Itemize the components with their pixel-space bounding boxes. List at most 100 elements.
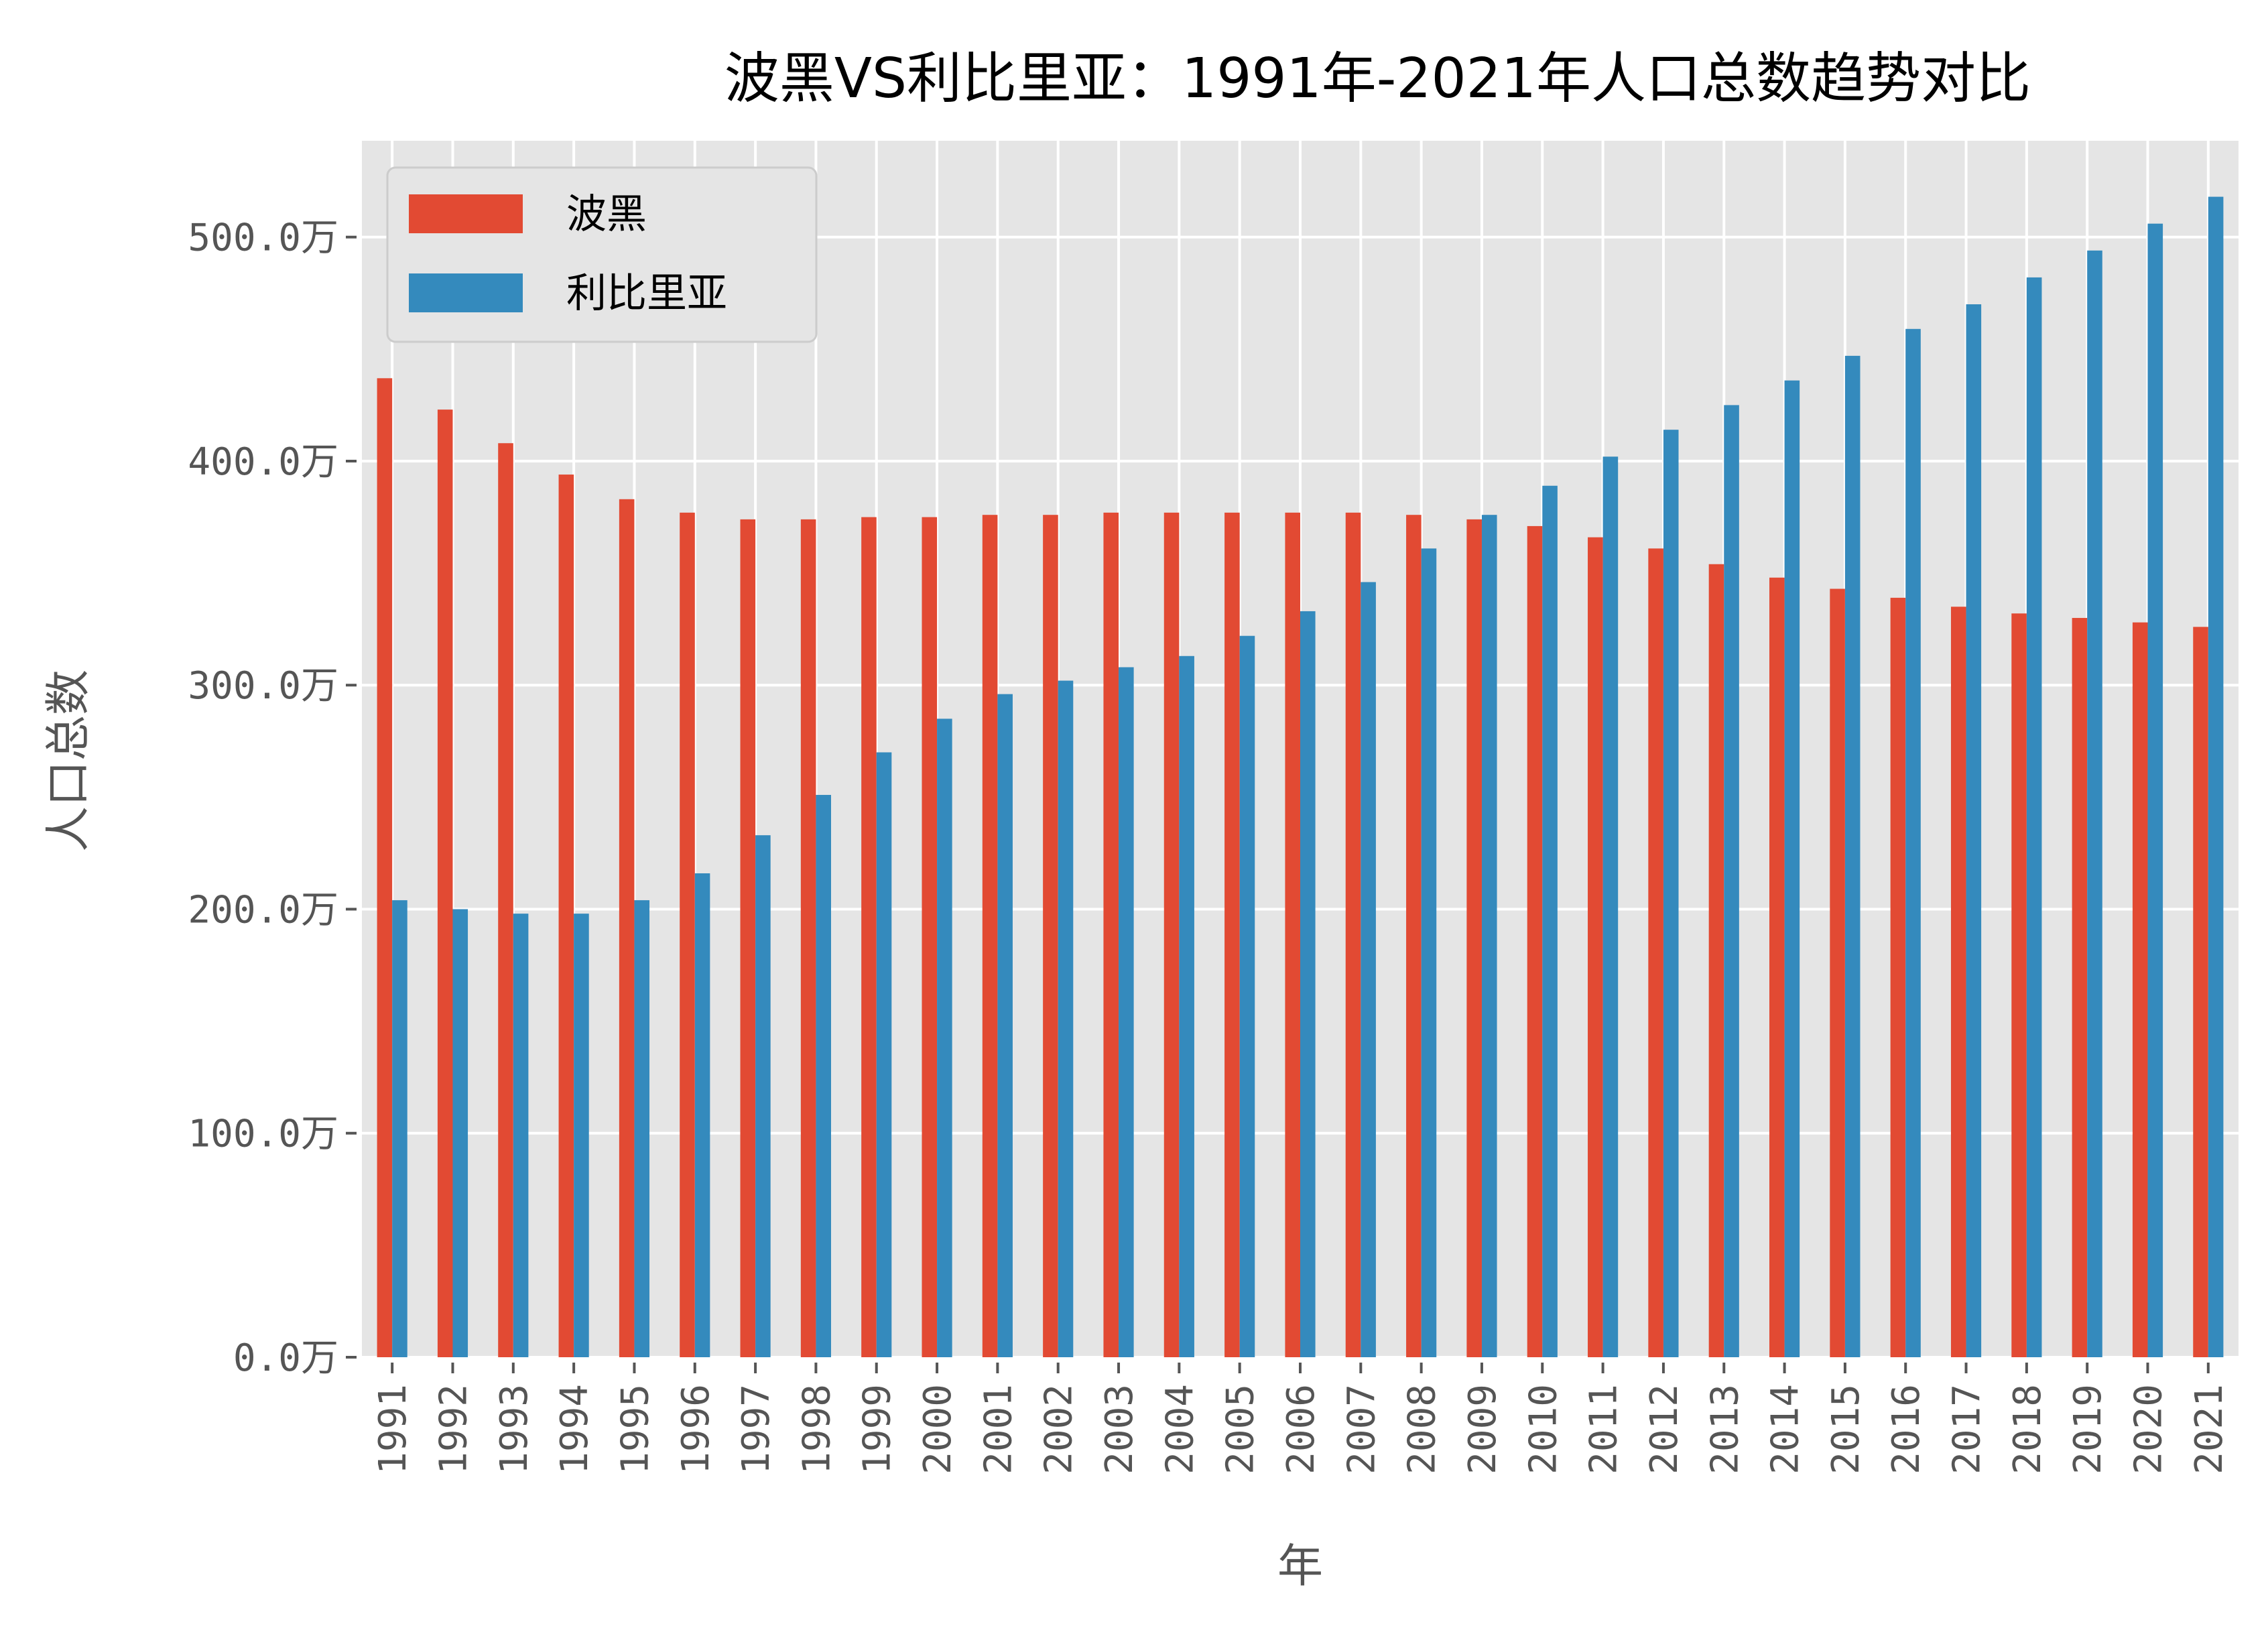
x-tick-label: 1996: [674, 1384, 718, 1475]
legend-label: 利比里亚: [566, 270, 727, 317]
bar-利比里亚-2013: [1724, 405, 1739, 1357]
legend-swatch: [409, 194, 523, 233]
x-tick-label: 2014: [1764, 1384, 1808, 1475]
x-tick-label: 2021: [2188, 1384, 2231, 1475]
bar-利比里亚-1991: [392, 900, 407, 1357]
x-axis-label: 年: [1277, 1540, 1323, 1593]
bar-利比里亚-2018: [2026, 277, 2042, 1357]
y-tick-label: 0.0万: [233, 1336, 338, 1380]
bar-利比里亚-2003: [1119, 667, 1134, 1357]
bar-利比里亚-2008: [1421, 548, 1437, 1357]
bar-利比里亚-2014: [1784, 380, 1800, 1358]
bar-利比里亚-2020: [2147, 223, 2163, 1357]
bar-波黑-2017: [1950, 607, 1966, 1358]
bar-利比里亚-1997: [755, 835, 771, 1357]
y-tick-label: 400.0万: [188, 440, 338, 484]
bars: [377, 196, 2224, 1358]
bar-波黑-2004: [1163, 512, 1180, 1358]
x-tick-label: 2012: [1643, 1384, 1686, 1475]
bar-波黑-2019: [2072, 617, 2088, 1357]
bar-波黑-1999: [861, 517, 877, 1358]
bar-利比里亚-2011: [1602, 456, 1619, 1357]
x-tick-label: 2018: [2006, 1384, 2050, 1475]
bar-波黑-2005: [1224, 512, 1240, 1358]
x-tick-label: 2004: [1158, 1384, 1202, 1475]
bar-波黑-2020: [2132, 622, 2148, 1357]
x-tick-label: 1991: [371, 1384, 415, 1475]
bar-利比里亚-2015: [1844, 355, 1861, 1357]
x-tick-label: 1995: [613, 1384, 657, 1475]
axes: 0.0万 100.0万 200.0万 300.0万 400.0万 500.0万 1991 19…: [188, 216, 2230, 1475]
bar-利比里亚-2001: [997, 694, 1013, 1357]
y-tick-label: 100.0万: [188, 1113, 338, 1156]
x-tick-label: 2006: [1279, 1384, 1323, 1475]
bar-波黑-2011: [1588, 537, 1603, 1357]
bar-波黑-2006: [1285, 512, 1300, 1358]
x-tick-label: 2008: [1401, 1384, 1444, 1475]
x-tick-label: 1999: [856, 1384, 899, 1475]
y-axis-label: 人口总数: [42, 670, 95, 852]
bar-波黑-2010: [1527, 525, 1543, 1357]
bar-利比里亚-2019: [2087, 250, 2102, 1357]
bar-利比里亚-2009: [1481, 515, 1497, 1358]
bar-利比里亚-2002: [1058, 680, 1074, 1357]
x-tick-label: 2009: [1461, 1384, 1505, 1475]
bar-利比里亚-2004: [1179, 655, 1194, 1357]
bar-波黑-2009: [1466, 519, 1482, 1357]
bar-波黑-2001: [982, 515, 998, 1358]
x-tick-label: 1998: [795, 1384, 838, 1475]
bar-利比里亚-1992: [452, 909, 468, 1357]
bar-利比里亚-1993: [513, 914, 529, 1357]
bar-利比里亚-2016: [1905, 328, 1921, 1358]
bar-利比里亚-2010: [1542, 485, 1558, 1357]
bar-利比里亚-2007: [1361, 582, 1376, 1357]
bar-利比里亚-1994: [574, 914, 589, 1357]
bar-波黑-1992: [437, 410, 453, 1357]
bar-利比里亚-1998: [816, 795, 831, 1357]
x-tick-label: 2017: [1946, 1384, 1989, 1475]
x-tick-label: 2001: [976, 1384, 1020, 1475]
bar-波黑-2013: [1708, 564, 1724, 1357]
x-tick-label: 2020: [2127, 1384, 2171, 1475]
bar-利比里亚-2006: [1300, 611, 1316, 1357]
bar-波黑-2002: [1043, 515, 1058, 1358]
x-tick-label: 2010: [1521, 1384, 1565, 1475]
bar-波黑-1991: [377, 378, 393, 1358]
bar-波黑-1997: [740, 519, 756, 1357]
x-tick-label: 2002: [1037, 1384, 1081, 1475]
bar-波黑-2015: [1830, 588, 1845, 1357]
legend-swatch: [409, 273, 523, 312]
x-tick-label: 2015: [1824, 1384, 1868, 1475]
x-tick-label: 2003: [1098, 1384, 1141, 1475]
bar-波黑-2003: [1103, 512, 1119, 1358]
bar-波黑-1995: [619, 499, 635, 1357]
bar-波黑-2018: [2011, 613, 2027, 1357]
bar-波黑-1993: [498, 443, 513, 1357]
bar-利比里亚-2012: [1663, 430, 1679, 1357]
bar-波黑-2014: [1769, 577, 1785, 1357]
x-tick-label: 2007: [1340, 1384, 1383, 1475]
bar-波黑-1998: [800, 519, 816, 1357]
bar-利比里亚-1999: [876, 752, 892, 1357]
bar-波黑-2000: [922, 517, 938, 1358]
bar-利比里亚-2005: [1239, 635, 1255, 1357]
x-tick-label: 2016: [1885, 1384, 1928, 1475]
bar-利比里亚-2017: [1966, 304, 1982, 1358]
x-tick-label: 1994: [553, 1384, 596, 1475]
x-tick-label: 2013: [1703, 1384, 1747, 1475]
bar-波黑-2021: [2193, 627, 2208, 1357]
y-tick-label: 200.0万: [188, 888, 338, 932]
bar-波黑-2016: [1890, 597, 1906, 1358]
x-tick-label: 1997: [735, 1384, 778, 1475]
x-tick-label: 2005: [1219, 1384, 1263, 1475]
y-tick-label: 300.0万: [188, 664, 338, 708]
bar-波黑-2007: [1345, 512, 1361, 1358]
bar-利比里亚-1995: [634, 900, 650, 1357]
y-tick-label: 500.0万: [188, 216, 338, 260]
x-tick-label: 2000: [916, 1384, 960, 1475]
x-tick-label: 2019: [2066, 1384, 2110, 1475]
bar-利比里亚-2000: [937, 718, 952, 1357]
bar-波黑-1994: [558, 475, 574, 1357]
